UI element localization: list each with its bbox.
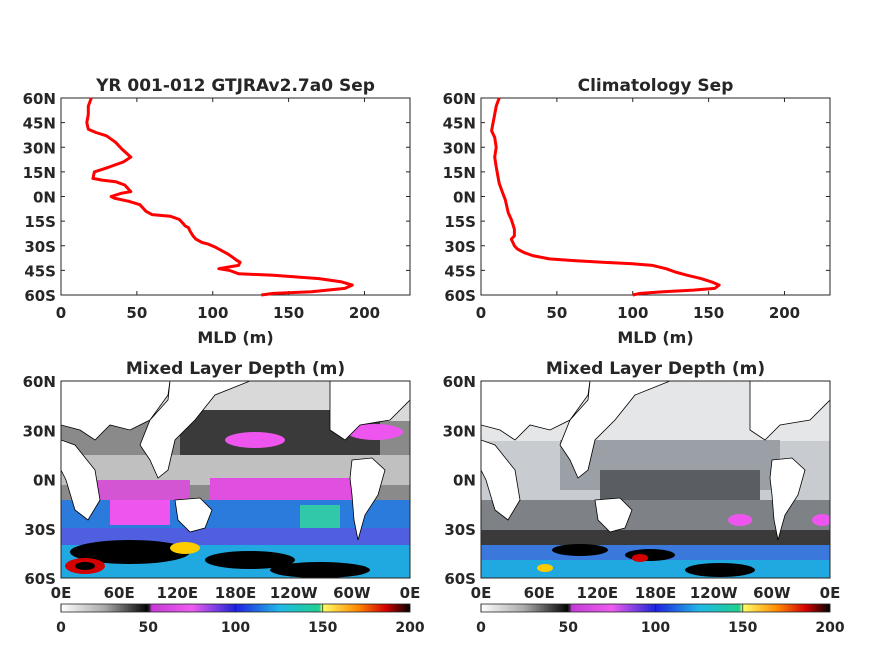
panel-1-xtick-label: 100 (197, 304, 228, 322)
panel-1-ytick-label: 45S (24, 262, 56, 280)
panel-2-axes (480, 97, 831, 296)
panel-3-colorbar-tick-label: 100 (221, 620, 250, 636)
panel-2-xtick-label: 100 (617, 304, 648, 322)
panel-2-ticks (480, 97, 830, 296)
panel-2-profile: Climatology Sep 60N45N30N15N0N15S30S45S6… (443, 76, 831, 347)
panel-1-xtick-label: 150 (273, 304, 304, 322)
panel-2-title: Climatology Sep (578, 76, 734, 96)
panel-1-ytick-label: 45N (23, 115, 56, 133)
panel-4-colorbar-tick-label: 200 (815, 620, 844, 636)
panel-3-xtick-label: 180E (215, 584, 257, 602)
panel-2-ytick-label: 30N (443, 139, 476, 157)
panel-3-colorbar-tick-label: 150 (308, 620, 337, 636)
panel-3-ytick-label: 30S (24, 521, 56, 539)
panel-1-ytick-label: 15N (23, 164, 56, 182)
panel-4-colorbar-tick-label: 150 (728, 620, 757, 636)
panel-1-ytick-label: 30S (24, 238, 56, 256)
panel-2-ytick-label: 0N (453, 189, 476, 207)
panel-4-xtick-label: 60E (524, 584, 555, 602)
panel-3-xtick-label: 60E (104, 584, 135, 602)
panel-4-ytick-label: 60S (444, 570, 476, 588)
panel-1-y-tick-labels: 60N 45N 30N 15N 0N 15S 30S 45S 60S (23, 90, 56, 305)
panel-1-ytick-label: 60S (24, 287, 56, 305)
panel-3-colorbar-tick-label: 0 (56, 620, 66, 636)
panel-2-ytick-label: 60S (444, 287, 476, 305)
panel-1-axes (60, 97, 411, 296)
panel-2-ytick-label: 15N (443, 164, 476, 182)
panel-2-xtick-label: 200 (769, 304, 800, 322)
panel-1-xtick-label: 0 (56, 304, 66, 322)
panel-4-colorbar-ticks: 0 50 100 150 200 (476, 604, 845, 636)
panel-1-x-tick-labels: 0 50 100 150 200 (56, 304, 380, 322)
panel-4-ytick-label: 30S (444, 521, 476, 539)
panel-3-x-tick-labels: 0E 60E 120E 180E 120W 60W 0E (51, 584, 421, 602)
panel-3-ytick-label: 0N (33, 472, 56, 490)
panel-3-xtick-label: 120E (157, 584, 199, 602)
panel-4-y-tick-labels: 60N 30N 0N 30S 60S (443, 373, 476, 588)
panel-2-ytick-label: 45N (443, 115, 476, 133)
panel-2-y-tick-labels: 60N 45N 30N 15N 0N 15S 30S 45S 60S (443, 90, 476, 305)
panel-2-xtick-label: 0 (476, 304, 486, 322)
panel-1-title: YR 001-012 GTJRAv2.7a0 Sep (95, 76, 375, 96)
panel-2-ytick-label: 60N (443, 90, 476, 108)
panel-4-ytick-label: 60N (443, 373, 476, 391)
panel-3-xtick-label: 120W (270, 584, 318, 602)
panel-1-ytick-label: 0N (33, 189, 56, 207)
panel-4-heatmap (481, 381, 830, 578)
panel-4-xtick-label: 60W (753, 584, 791, 602)
panel-3-colorbar-tick-label: 50 (139, 620, 159, 636)
panel-3-xtick-label: 0E (400, 584, 421, 602)
panel-4-ytick-label: 30N (443, 422, 476, 440)
panel-3-colorbar-ticks: 0 50 100 150 200 (56, 604, 425, 636)
panel-4-xtick-label: 0E (471, 584, 492, 602)
panel-3-heatmap (61, 381, 410, 578)
panel-3-xtick-label: 60W (333, 584, 371, 602)
panel-3-ytick-label: 60N (23, 373, 56, 391)
panel-4-ytick-label: 0N (453, 472, 476, 490)
panel-2-series-line (490, 97, 721, 297)
panel-3-xtick-label: 0E (51, 584, 72, 602)
panel-3-y-tick-labels: 60N 30N 0N 30S 60S (23, 373, 56, 588)
panel-2-xtick-label: 150 (693, 304, 724, 322)
panel-4-colorbar-tick-label: 0 (476, 620, 486, 636)
panel-1-xlabel: MLD (m) (197, 328, 273, 347)
panel-4-xtick-label: 0E (820, 584, 841, 602)
panel-2-ytick-label: 15S (444, 213, 476, 231)
panel-1-ytick-label: 30N (23, 139, 56, 157)
panel-2-x-tick-labels: 0 50 100 150 200 (476, 304, 800, 322)
panel-2-xtick-label: 50 (546, 304, 567, 322)
panel-4-colorbar-tick-label: 100 (641, 620, 670, 636)
panel-1-ytick-label: 60N (23, 90, 56, 108)
panel-1-series-line (85, 97, 354, 297)
panel-3-ytick-label: 60S (24, 570, 56, 588)
panel-4-xtick-label: 180E (635, 584, 677, 602)
panel-1-ytick-label: 15S (24, 213, 56, 231)
panel-3-axes (60, 380, 411, 579)
panel-4-title: Mixed Layer Depth (m) (546, 359, 765, 379)
panel-3-title: Mixed Layer Depth (m) (126, 359, 345, 379)
panel-3-ytick-label: 30N (23, 422, 56, 440)
panel-4-axes (480, 380, 831, 579)
panel-4-xtick-label: 120W (690, 584, 738, 602)
panel-4-xtick-label: 120E (577, 584, 619, 602)
panel-4-x-tick-labels: 0E 60E 120E 180E 120W 60W 0E (471, 584, 841, 602)
panel-3-map: Mixed Layer Depth (m) (23, 359, 425, 636)
panel-2-ytick-label: 45S (444, 262, 476, 280)
panel-1-profile: YR 001-012 GTJRAv2.7a0 Sep 60N 45N 30N 15N 0… (23, 76, 411, 347)
panel-1-xtick-label: 50 (126, 304, 147, 322)
panel-4-colorbar-tick-label: 50 (559, 620, 579, 636)
panel-2-xlabel: MLD (m) (617, 328, 693, 347)
panel-1-xtick-label: 200 (349, 304, 380, 322)
panel-3-colorbar-tick-label: 200 (395, 620, 424, 636)
panel-2-ytick-label: 30S (444, 238, 476, 256)
